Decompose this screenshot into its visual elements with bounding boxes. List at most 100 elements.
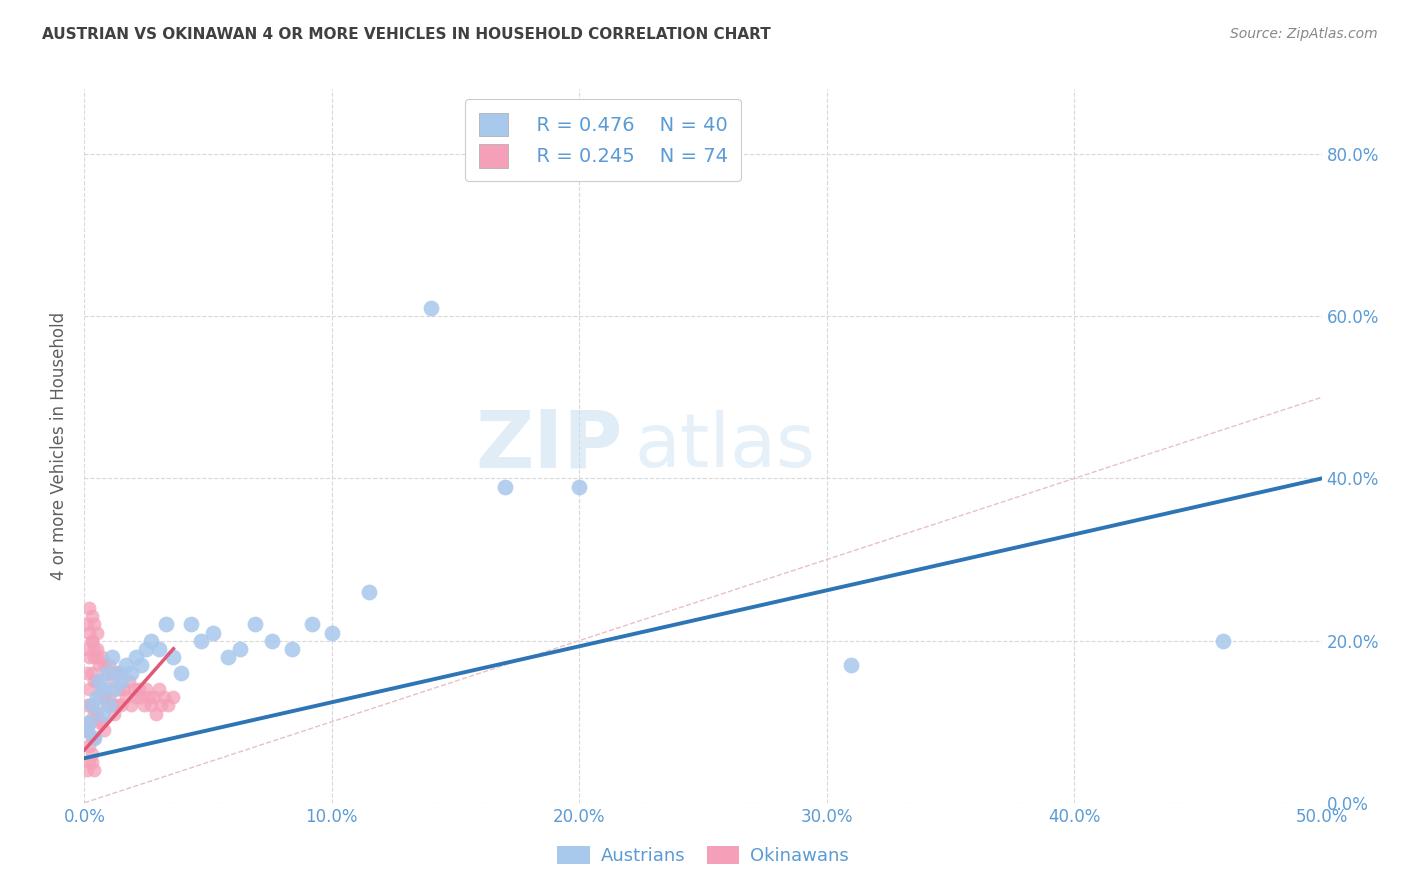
Point bbox=[120, 698, 142, 713]
Point bbox=[79, 739, 101, 753]
Point bbox=[125, 649, 148, 664]
Point bbox=[1212, 633, 1234, 648]
Point bbox=[83, 617, 105, 632]
Point bbox=[148, 682, 170, 697]
Point bbox=[80, 633, 103, 648]
Point bbox=[105, 698, 128, 713]
Point bbox=[83, 674, 105, 689]
Point bbox=[93, 657, 115, 672]
Point bbox=[79, 649, 101, 664]
Point bbox=[281, 641, 304, 656]
Point bbox=[118, 674, 141, 689]
Point bbox=[110, 666, 132, 681]
Point bbox=[419, 301, 441, 315]
Legend: Austrians, Okinawans: Austrians, Okinawans bbox=[550, 838, 856, 872]
Point bbox=[86, 649, 108, 664]
Point bbox=[125, 690, 148, 705]
Point bbox=[96, 666, 118, 681]
Point bbox=[217, 649, 239, 664]
Point bbox=[86, 690, 108, 705]
Point bbox=[112, 682, 135, 697]
Point bbox=[83, 649, 105, 664]
Point bbox=[83, 731, 105, 745]
Point bbox=[76, 723, 98, 737]
Point bbox=[301, 617, 323, 632]
Point bbox=[141, 633, 163, 648]
Point bbox=[79, 714, 101, 729]
Point bbox=[80, 731, 103, 745]
Point bbox=[190, 633, 212, 648]
Point bbox=[79, 714, 101, 729]
Point bbox=[89, 657, 111, 672]
Point bbox=[80, 698, 103, 713]
Point bbox=[229, 641, 252, 656]
Point bbox=[262, 633, 284, 648]
Point bbox=[79, 625, 101, 640]
Point bbox=[357, 585, 380, 599]
Point bbox=[98, 657, 121, 672]
Point bbox=[93, 723, 115, 737]
Point bbox=[100, 698, 122, 713]
Point bbox=[128, 682, 150, 697]
Point bbox=[142, 690, 165, 705]
Text: atlas: atlas bbox=[636, 409, 815, 483]
Point bbox=[96, 666, 118, 681]
Point bbox=[103, 706, 125, 721]
Point bbox=[132, 698, 155, 713]
Point bbox=[162, 649, 184, 664]
Point bbox=[155, 617, 177, 632]
Point bbox=[89, 714, 111, 729]
Point bbox=[494, 479, 516, 493]
Point bbox=[129, 690, 152, 705]
Point bbox=[83, 706, 105, 721]
Point bbox=[110, 674, 132, 689]
Text: ZIP: ZIP bbox=[475, 407, 623, 485]
Point bbox=[90, 706, 112, 721]
Point bbox=[93, 690, 115, 705]
Point bbox=[76, 617, 98, 632]
Point bbox=[80, 698, 103, 713]
Point bbox=[83, 731, 105, 745]
Point bbox=[86, 674, 108, 689]
Point bbox=[96, 698, 118, 713]
Point bbox=[108, 682, 131, 697]
Point bbox=[841, 657, 863, 672]
Point bbox=[83, 641, 105, 656]
Point bbox=[80, 756, 103, 770]
Point bbox=[100, 666, 122, 681]
Point bbox=[141, 698, 163, 713]
Point bbox=[80, 633, 103, 648]
Point bbox=[89, 690, 111, 705]
Point bbox=[105, 666, 128, 681]
Point bbox=[321, 625, 343, 640]
Point bbox=[80, 609, 103, 624]
Point bbox=[115, 690, 138, 705]
Point bbox=[120, 666, 142, 681]
Point bbox=[157, 698, 180, 713]
Point bbox=[89, 674, 111, 689]
Point bbox=[76, 764, 98, 778]
Y-axis label: 4 or more Vehicles in Household: 4 or more Vehicles in Household bbox=[51, 312, 69, 580]
Point bbox=[135, 641, 157, 656]
Point bbox=[568, 479, 591, 493]
Point bbox=[180, 617, 202, 632]
Point bbox=[79, 682, 101, 697]
Point bbox=[138, 690, 160, 705]
Point bbox=[110, 698, 132, 713]
Point bbox=[98, 698, 121, 713]
Point bbox=[103, 682, 125, 697]
Point bbox=[243, 617, 266, 632]
Point bbox=[76, 723, 98, 737]
Point bbox=[148, 641, 170, 656]
Point bbox=[80, 747, 103, 761]
Point bbox=[86, 706, 108, 721]
Point bbox=[103, 674, 125, 689]
Point bbox=[115, 657, 138, 672]
Point bbox=[150, 698, 173, 713]
Point bbox=[86, 641, 108, 656]
Point bbox=[90, 714, 112, 729]
Point bbox=[76, 641, 98, 656]
Point bbox=[90, 682, 112, 697]
Point bbox=[79, 756, 101, 770]
Point bbox=[105, 666, 128, 681]
